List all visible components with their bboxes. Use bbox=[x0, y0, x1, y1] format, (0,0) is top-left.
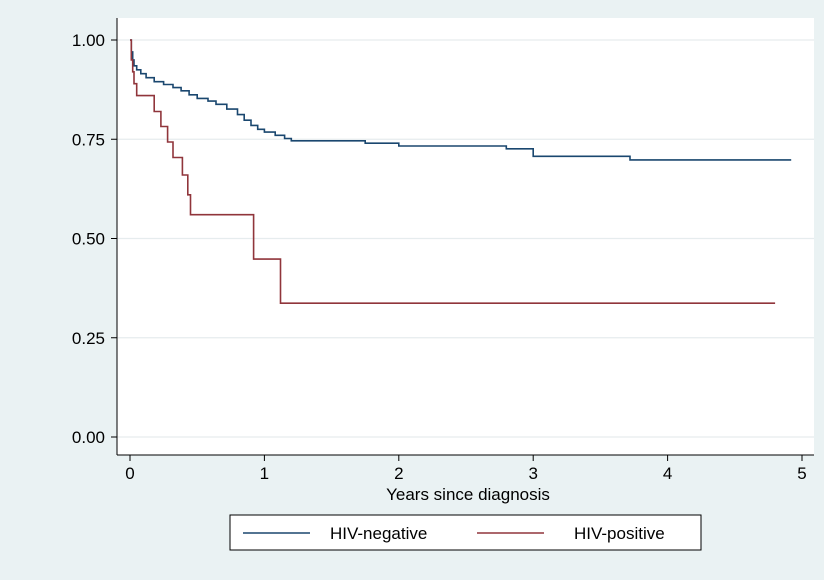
legend-label-hiv-positive: HIV-positive bbox=[574, 524, 665, 543]
ticks-layer: 0.00 0.25 0.50 0.75 1.00 0 1 2 3 4 5 bbox=[72, 31, 807, 483]
x-tick-label: 0 bbox=[125, 464, 134, 483]
y-tick-label: 0.75 bbox=[72, 130, 105, 149]
x-tick-label: 2 bbox=[394, 464, 403, 483]
axes-layer bbox=[116, 18, 814, 456]
x-tick-label: 4 bbox=[663, 464, 672, 483]
y-tick-label: 0.00 bbox=[72, 428, 105, 447]
x-tick-label: 5 bbox=[797, 464, 806, 483]
series-line-hiv-positive bbox=[130, 39, 776, 304]
x-tick-label: 3 bbox=[528, 464, 537, 483]
y-tick-label: 1.00 bbox=[72, 31, 105, 50]
legend: HIV-negative HIV-positive bbox=[229, 514, 702, 551]
x-tick-label: 1 bbox=[260, 464, 269, 483]
x-axis-title: Years since diagnosis bbox=[386, 485, 550, 504]
y-tick-label: 0.50 bbox=[72, 230, 105, 249]
series-layer bbox=[130, 39, 792, 304]
legend-label-hiv-negative: HIV-negative bbox=[330, 524, 427, 543]
series-line-hiv-negative bbox=[130, 39, 792, 161]
grid-layer bbox=[117, 39, 814, 438]
plot-area bbox=[117, 18, 814, 455]
y-tick-label: 0.25 bbox=[72, 329, 105, 348]
